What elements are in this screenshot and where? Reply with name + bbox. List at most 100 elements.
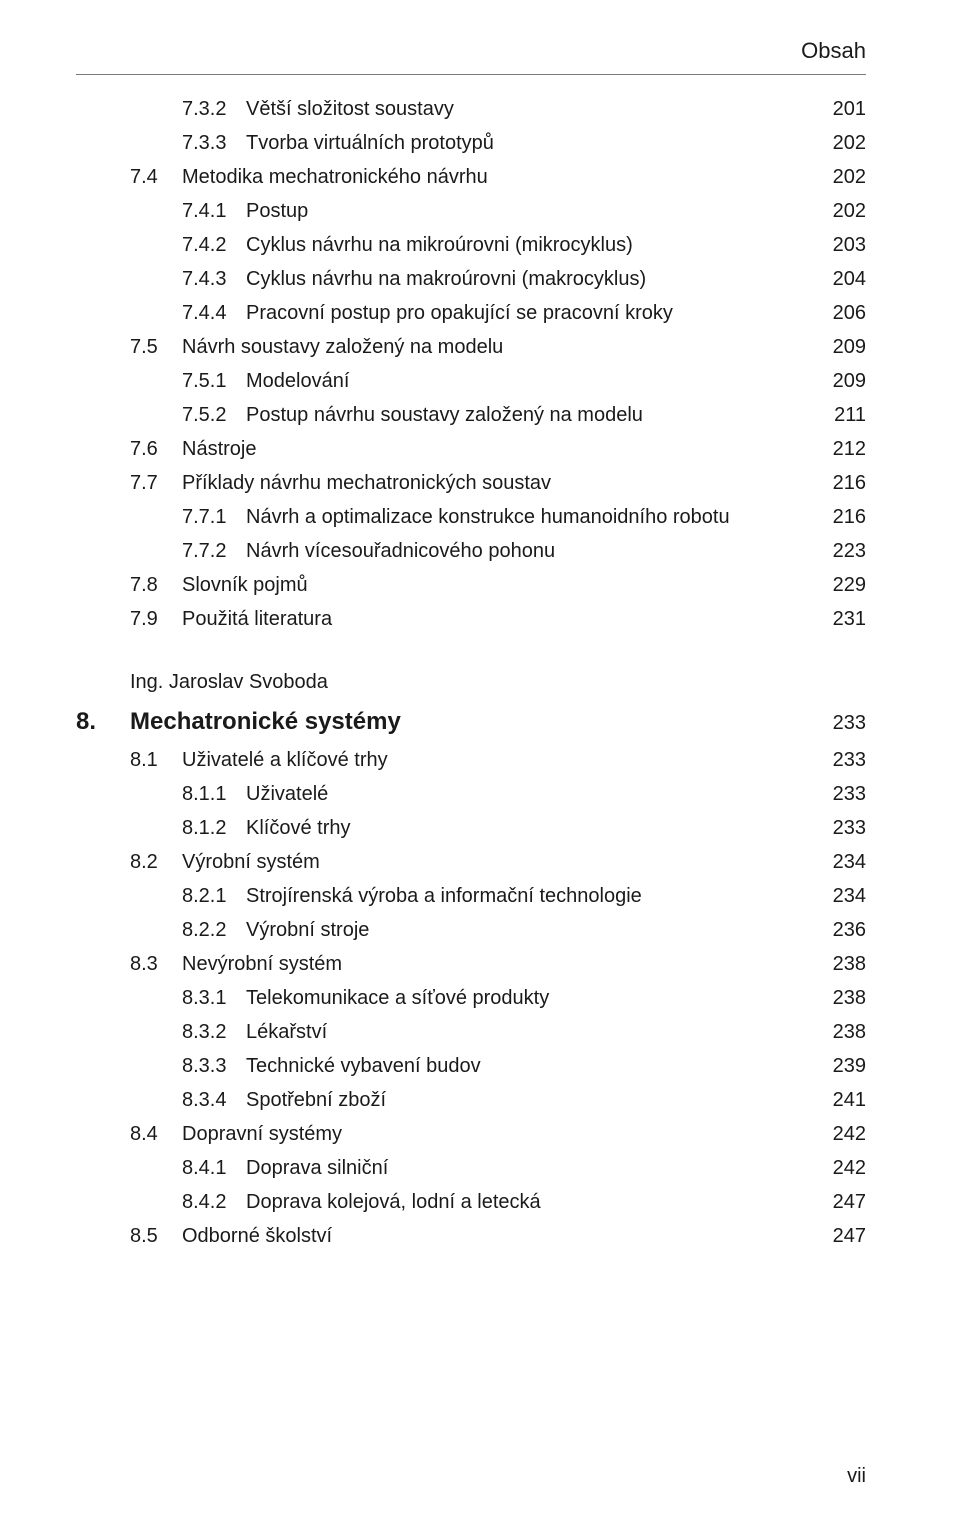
toc-entry-number: 8.3.1 xyxy=(182,988,246,1008)
toc-entry: 7.7.1Návrh a optimalizace konstrukce hum… xyxy=(76,507,866,527)
toc-entry-number: 7.7 xyxy=(130,473,182,493)
toc-entry-title: Technické vybavení budov xyxy=(246,1056,814,1076)
toc-entry: 7.5.2Postup návrhu soustavy založený na … xyxy=(76,405,866,425)
toc-entry-title: Nevýrobní systém xyxy=(182,954,814,974)
toc-entry-number: 8.2 xyxy=(130,852,182,872)
toc-entry-number: 7.4.1 xyxy=(182,201,246,221)
toc-entry-number: 7.7.2 xyxy=(182,541,246,561)
toc-entry: 7.6Nástroje212 xyxy=(76,439,866,459)
toc-entry: 8.1.2Klíčové trhy233 xyxy=(76,818,866,838)
toc-entry-page: 202 xyxy=(814,167,866,187)
toc-entry: 8.3Nevýrobní systém238 xyxy=(76,954,866,974)
toc-entry-page: 238 xyxy=(814,954,866,974)
toc-entry: 8.2.2Výrobní stroje236 xyxy=(76,920,866,940)
toc-entry-number: 8.1 xyxy=(130,750,182,770)
toc-entry-title: Klíčové trhy xyxy=(246,818,814,838)
toc-entry-number: 7.3.3 xyxy=(182,133,246,153)
toc-entry-page: 238 xyxy=(814,988,866,1008)
toc-entry-number: 7.5.2 xyxy=(182,405,246,425)
toc-entry-page: 209 xyxy=(814,371,866,391)
toc-entry-number: 8.2.2 xyxy=(182,920,246,940)
chapter-number: 8. xyxy=(76,708,130,736)
chapter-page-number: 233 xyxy=(814,712,866,735)
toc-entry-page: 201 xyxy=(814,99,866,119)
toc-entry-page: 233 xyxy=(814,818,866,838)
toc-entry-page: 223 xyxy=(814,541,866,561)
toc-entry-page: 238 xyxy=(814,1022,866,1042)
toc-entry: 7.3.3Tvorba virtuálních prototypů202 xyxy=(76,133,866,153)
toc-entry: 8.3.3Technické vybavení budov239 xyxy=(76,1056,866,1076)
toc-entry-page: 234 xyxy=(814,852,866,872)
toc-entry-number: 7.9 xyxy=(130,609,182,629)
toc-entry: 7.4.1Postup202 xyxy=(76,201,866,221)
toc-entry-page: 233 xyxy=(814,750,866,770)
toc-entry-title: Uživatelé xyxy=(246,784,814,804)
toc-entry-number: 8.1.1 xyxy=(182,784,246,804)
toc-entry-title: Lékařství xyxy=(246,1022,814,1042)
toc-entry-title: Odborné školství xyxy=(182,1226,814,1246)
toc-entry: 8.2.1Strojírenská výroba a informační te… xyxy=(76,886,866,906)
chapter-author: Ing. Jaroslav Svoboda xyxy=(76,671,866,694)
toc-entry-title: Modelování xyxy=(246,371,814,391)
toc-entry-title: Cyklus návrhu na makroúrovni (makrocyklu… xyxy=(246,269,814,289)
toc-entry: 8.5Odborné školství247 xyxy=(76,1226,866,1246)
toc-entry-page: 216 xyxy=(814,507,866,527)
toc-entry: 7.7.2Návrh vícesouřadnicového pohonu223 xyxy=(76,541,866,561)
toc-entry-number: 7.4.2 xyxy=(182,235,246,255)
toc-entry-title: Použitá literatura xyxy=(182,609,814,629)
toc-entry-page: 236 xyxy=(814,920,866,940)
header-rule xyxy=(76,74,866,75)
toc-entry-page: 202 xyxy=(814,133,866,153)
toc-entry-number: 8.3.2 xyxy=(182,1022,246,1042)
toc-entry-page: 212 xyxy=(814,439,866,459)
toc-entry-page: 233 xyxy=(814,784,866,804)
toc-entry-page: 229 xyxy=(814,575,866,595)
toc-entry-number: 7.6 xyxy=(130,439,182,459)
toc-entry: 8.4Dopravní systémy242 xyxy=(76,1124,866,1144)
toc-entry-page: 241 xyxy=(814,1090,866,1110)
footer-page-number: vii xyxy=(847,1465,866,1488)
toc-entry: 8.3.4Spotřební zboží241 xyxy=(76,1090,866,1110)
toc-entry-page: 202 xyxy=(814,201,866,221)
toc-entry-number: 7.7.1 xyxy=(182,507,246,527)
chapter-title: Mechatronické systémy xyxy=(130,708,814,736)
toc-entry: 8.2Výrobní systém234 xyxy=(76,852,866,872)
toc-entry-page: 234 xyxy=(814,886,866,906)
toc-entry-title: Nástroje xyxy=(182,439,814,459)
header-title: Obsah xyxy=(801,38,866,64)
toc-entry-number: 8.5 xyxy=(130,1226,182,1246)
toc-entry-number: 7.3.2 xyxy=(182,99,246,119)
toc-entry-number: 8.1.2 xyxy=(182,818,246,838)
toc-entry-page: 204 xyxy=(814,269,866,289)
chapter-8-heading: 8. Mechatronické systémy 233 xyxy=(76,708,866,736)
toc-entry-number: 8.3 xyxy=(130,954,182,974)
toc-entry-title: Větší složitost soustavy xyxy=(246,99,814,119)
toc-entry: 7.4.2Cyklus návrhu na mikroúrovni (mikro… xyxy=(76,235,866,255)
toc-entry-title: Návrh soustavy založený na modelu xyxy=(182,337,814,357)
toc-entry-title: Doprava kolejová, lodní a letecká xyxy=(246,1192,814,1212)
toc-entry-page: 247 xyxy=(814,1226,866,1246)
toc-entry-number: 8.3.3 xyxy=(182,1056,246,1076)
toc-entry-page: 209 xyxy=(814,337,866,357)
toc-entry: 8.1Uživatelé a klíčové trhy233 xyxy=(76,750,866,770)
toc-entry: 7.3.2Větší složitost soustavy201 xyxy=(76,99,866,119)
toc-entry-number: 7.8 xyxy=(130,575,182,595)
toc-entry-number: 8.2.1 xyxy=(182,886,246,906)
toc-entry: 7.4.4Pracovní postup pro opakující se pr… xyxy=(76,303,866,323)
toc-entry-title: Příklady návrhu mechatronických soustav xyxy=(182,473,814,493)
toc-entry-number: 8.4 xyxy=(130,1124,182,1144)
toc-entry-number: 8.3.4 xyxy=(182,1090,246,1110)
toc-entry-page: 239 xyxy=(814,1056,866,1076)
toc-entry-title: Návrh vícesouřadnicového pohonu xyxy=(246,541,814,561)
toc-entry-page: 203 xyxy=(814,235,866,255)
toc-entry-number: 8.4.2 xyxy=(182,1192,246,1212)
toc-entry: 8.3.2Lékařství238 xyxy=(76,1022,866,1042)
toc-entry-title: Telekomunikace a síťové produkty xyxy=(246,988,814,1008)
toc-entry-title: Cyklus návrhu na mikroúrovni (mikrocyklu… xyxy=(246,235,814,255)
toc-entry-number: 7.5 xyxy=(130,337,182,357)
toc-entry-page: 216 xyxy=(814,473,866,493)
toc-entry: 7.4Metodika mechatronického návrhu202 xyxy=(76,167,866,187)
toc-entry-title: Spotřební zboží xyxy=(246,1090,814,1110)
toc-section-7: 7.3.2Větší složitost soustavy201 7.3.3Tvo… xyxy=(76,99,866,629)
toc-entry: 8.1.1Uživatelé233 xyxy=(76,784,866,804)
